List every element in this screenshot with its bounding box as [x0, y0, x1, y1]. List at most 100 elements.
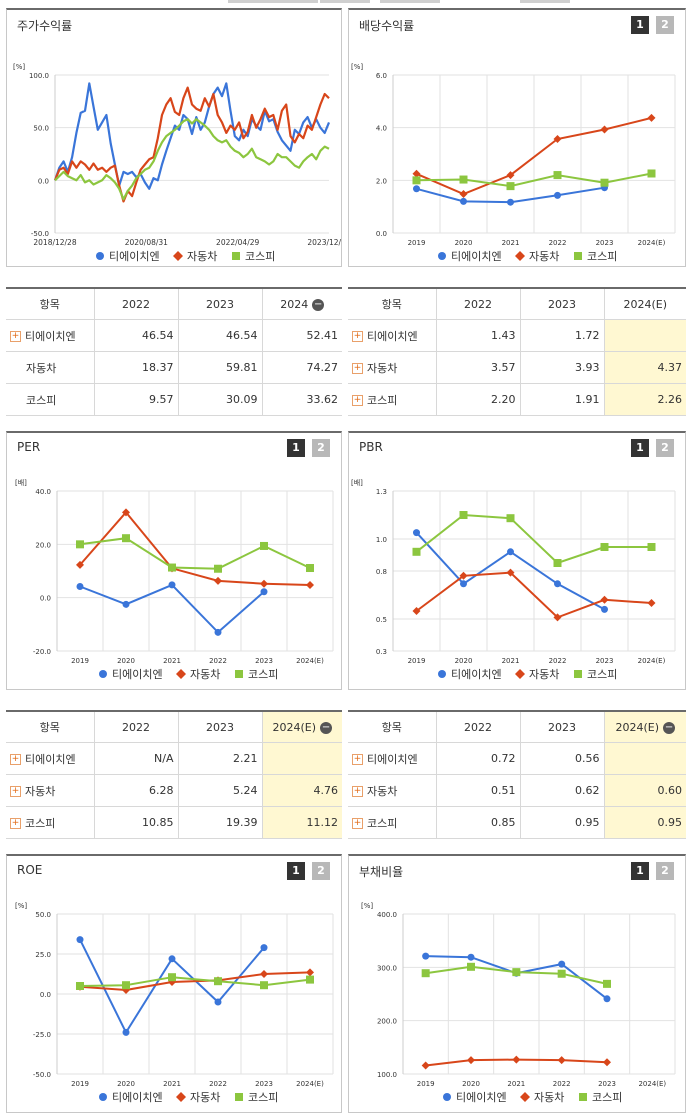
expand-icon[interactable]: +: [352, 786, 363, 797]
panel-title: 배당수익률: [359, 19, 415, 33]
x-tick-label: 2024(E): [638, 1080, 666, 1088]
data-point: [413, 529, 420, 537]
data-point: [214, 628, 222, 636]
table-row: + 티에이치엔 0.72 0.56: [348, 742, 686, 775]
table-cell: 3.93: [520, 351, 605, 384]
view-2-button[interactable]: 2: [312, 439, 330, 457]
table-cell: 0.60: [604, 774, 686, 807]
expand-icon[interactable]: +: [10, 818, 21, 829]
data-point: [557, 1056, 566, 1065]
y-tick-label: 0.5: [376, 616, 387, 624]
pbr-panel: PBR 1 2 [배] 0.3 0.5 0.8 1.0 1.3 2019 2020 2021 20…: [348, 431, 686, 690]
x-tick-label: 2020: [462, 1080, 480, 1088]
table-cell: 0.85: [436, 806, 521, 839]
data-point: [412, 607, 421, 615]
expand-icon[interactable]: +: [10, 786, 21, 797]
expand-icon[interactable]: +: [352, 363, 363, 374]
data-point: [603, 1058, 611, 1067]
x-tick-label: 2024(E): [638, 657, 666, 665]
expand-icon[interactable]: +: [352, 818, 363, 829]
y-unit-label: [%]: [351, 63, 363, 71]
y-unit-label: [%]: [15, 902, 27, 910]
view-1-button[interactable]: 1: [631, 16, 649, 34]
data-point: [168, 955, 176, 963]
collapse-icon[interactable]: −: [663, 721, 676, 734]
collapse-icon[interactable]: −: [320, 721, 333, 734]
data-point: [459, 511, 468, 519]
series-group: [412, 568, 656, 622]
roe-panel: ROE 1 2 [%] -50.0 -25.0 0.0 25.0 50.0 2019 2020…: [6, 854, 342, 1113]
dividend-yield-chart: [%] 0.0 2.0 4.0 6.0 2019 2020 2021 2022 2023 2024(…: [351, 63, 676, 263]
row-label: 코스피: [26, 393, 57, 407]
data-point: [600, 178, 609, 187]
view-2-button[interactable]: 2: [656, 439, 674, 457]
column-header: 항목: [6, 711, 95, 743]
row-label: 티에이치엔: [367, 752, 418, 766]
column-header: 2022: [436, 288, 521, 320]
view-1-button[interactable]: 1: [287, 439, 305, 457]
view-1-button[interactable]: 1: [631, 862, 649, 880]
table-cell: [262, 742, 342, 775]
data-point: [600, 125, 609, 134]
x-tick-label: 2022/04/29: [216, 238, 259, 247]
x-tick-label: 2022: [549, 239, 567, 247]
row-label-cell: + 자동차: [6, 774, 95, 807]
expand-icon[interactable]: +: [10, 754, 21, 765]
legend-marker: [99, 670, 107, 678]
y-tick-label: 100.0: [29, 72, 49, 80]
legend-label: 티에이치엔: [456, 1091, 507, 1104]
column-header: 2023: [520, 711, 605, 743]
table-row: 자동차 18.37 59.81 74.27: [6, 351, 342, 384]
column-header: 2022: [94, 288, 179, 320]
series-group: [76, 581, 268, 636]
series-group: [413, 529, 608, 613]
expand-icon[interactable]: +: [352, 754, 363, 765]
y-tick-label: 0.8: [376, 568, 387, 576]
expand-icon[interactable]: +: [352, 395, 363, 406]
legend-marker: [438, 670, 446, 678]
debt-ratio-panel: 부채비율 1 2 [%] 100.0 200.0 300.0 400.0 2019 2020…: [348, 854, 686, 1113]
y-tick-label: 0.0: [40, 991, 51, 999]
panel-title: 주가수익률: [17, 19, 73, 33]
stock-return-chart: [%] -50.0 0.0 50.0 100.0 2018/12/28 2020/08/31…: [13, 63, 341, 263]
row-label-cell: + 자동차: [348, 351, 437, 384]
expand-icon[interactable]: +: [352, 331, 363, 342]
x-tick-label: 2023: [255, 657, 273, 665]
row-label-cell: + 자동차: [348, 774, 437, 807]
data-point: [260, 970, 268, 978]
data-point: [260, 541, 268, 550]
data-point: [122, 508, 130, 517]
table-cell: 1.43: [436, 319, 521, 352]
legend-marker: [515, 669, 525, 679]
column-header-label: 2023: [206, 720, 234, 734]
data-point: [647, 543, 656, 551]
table-row: + 자동차 0.51 0.62 0.60: [348, 774, 686, 807]
row-label-cell: + 티에이치엔: [6, 319, 95, 352]
view-2-button[interactable]: 2: [656, 862, 674, 880]
collapse-icon[interactable]: −: [312, 298, 325, 311]
table-cell: 52.41: [262, 319, 342, 352]
view-1-button[interactable]: 1: [631, 439, 649, 457]
data-point: [76, 582, 84, 590]
row-label-cell: 자동차: [6, 351, 95, 384]
view-1-button[interactable]: 1: [287, 862, 305, 880]
x-tick-label: 2019: [408, 239, 426, 247]
data-point: [507, 548, 514, 556]
expand-icon[interactable]: +: [10, 331, 21, 342]
data-point: [554, 191, 561, 199]
column-header: 2023: [520, 288, 605, 320]
row-label: 코스피: [25, 816, 56, 830]
view-2-button[interactable]: 2: [312, 862, 330, 880]
x-tick-label: 2021: [163, 657, 181, 665]
table-cell: [604, 319, 686, 352]
column-header-label: 2024: [280, 297, 309, 311]
data-point: [214, 564, 222, 573]
x-tick-label: 2021: [502, 239, 520, 247]
series-line: [54, 118, 330, 201]
y-tick-label: 50.0: [35, 911, 51, 919]
panel-title: 부채비율: [359, 865, 404, 879]
view-2-button[interactable]: 2: [656, 16, 674, 34]
table-row: + 코스피 10.85 19.39 11.12: [6, 806, 342, 839]
data-point: [122, 600, 130, 608]
per-table: 항목 2022 2023 2024(E) − + 티에이치엔 N/A 2.21 + 자동차 6.28 5…: [6, 710, 342, 839]
